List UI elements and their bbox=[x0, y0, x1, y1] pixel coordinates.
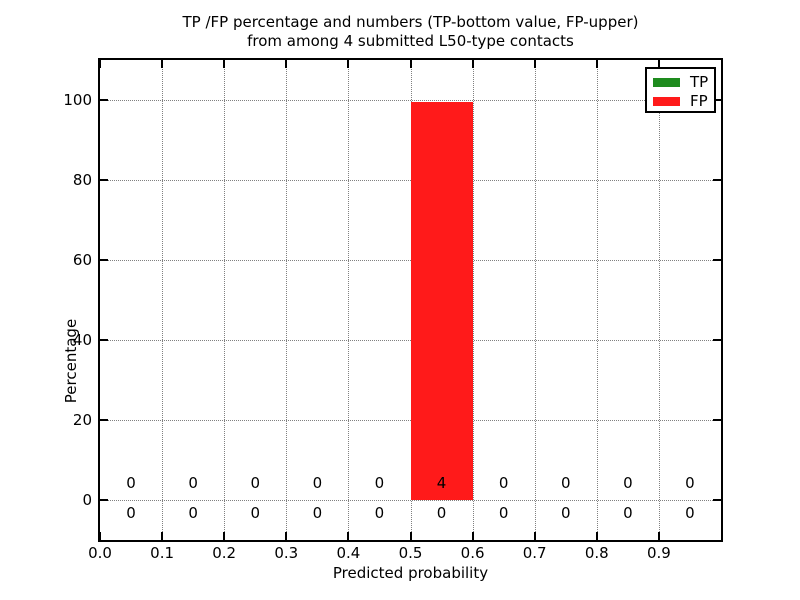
tp-count-label: 0 bbox=[436, 504, 447, 522]
v-gridline bbox=[534, 60, 536, 540]
legend: TP FP bbox=[645, 67, 716, 113]
fp-count-label: 0 bbox=[250, 474, 261, 492]
x-tick-mark bbox=[533, 60, 536, 68]
y-tick-mark bbox=[100, 419, 108, 421]
v-gridline bbox=[286, 60, 288, 540]
x-tick-label: 0.6 bbox=[460, 544, 485, 562]
tp-count-label: 0 bbox=[250, 504, 261, 522]
x-tick-mark bbox=[285, 60, 288, 68]
y-tick-mark bbox=[713, 179, 721, 181]
x-tick-label: 0.8 bbox=[584, 544, 609, 562]
y-tick-mark bbox=[713, 419, 721, 421]
tp-count-label: 0 bbox=[685, 504, 695, 522]
fp-count-label: 0 bbox=[374, 474, 385, 492]
fp-count-label: 0 bbox=[126, 474, 136, 492]
y-tick-label: 80 bbox=[72, 171, 92, 189]
tp-count-label: 0 bbox=[188, 504, 198, 522]
x-axis-label: Predicted probability bbox=[332, 564, 489, 582]
y-tick-mark bbox=[713, 499, 721, 501]
x-tick-label: 0.2 bbox=[212, 544, 237, 562]
fp-count-label: 0 bbox=[685, 474, 695, 492]
x-tick-mark bbox=[409, 532, 412, 540]
fp-count-label: 0 bbox=[623, 474, 633, 492]
x-tick-mark bbox=[99, 532, 101, 540]
fp-count-label: 0 bbox=[498, 474, 509, 492]
x-tick-label: 0.1 bbox=[150, 544, 175, 562]
y-axis-label: Percentage bbox=[62, 318, 80, 404]
x-tick-label: 0.7 bbox=[522, 544, 547, 562]
fp-count-label: 0 bbox=[312, 474, 323, 492]
y-tick-mark bbox=[100, 339, 108, 341]
x-tick-mark bbox=[223, 532, 226, 540]
y-tick-mark bbox=[713, 339, 721, 341]
tp-count-label: 0 bbox=[374, 504, 385, 522]
legend-label-fp: FP bbox=[690, 92, 708, 110]
fp-bar bbox=[410, 102, 473, 500]
y-tick-label: 0 bbox=[82, 491, 92, 509]
fp-count-label: 0 bbox=[560, 474, 571, 492]
fp-count-label: 0 bbox=[188, 474, 198, 492]
v-gridline bbox=[596, 60, 598, 540]
x-tick-label: 0.5 bbox=[398, 544, 423, 562]
y-tick-mark bbox=[100, 259, 108, 261]
x-tick-mark bbox=[409, 60, 412, 68]
tp-count-label: 0 bbox=[623, 504, 633, 522]
x-tick-mark bbox=[471, 532, 474, 540]
tp-count-label: 0 bbox=[498, 504, 509, 522]
x-tick-mark bbox=[347, 532, 350, 540]
chart-title-line-2: from among 4 submitted L50-type contacts bbox=[247, 31, 574, 50]
tp-count-label: 0 bbox=[560, 504, 571, 522]
x-tick-mark bbox=[533, 532, 536, 540]
fp-count-label: 4 bbox=[436, 474, 447, 492]
x-tick-mark bbox=[99, 60, 101, 68]
fp-swatch-icon bbox=[653, 97, 680, 106]
x-tick-mark bbox=[347, 60, 350, 68]
y-tick-mark bbox=[713, 99, 721, 101]
tp-swatch-icon bbox=[653, 78, 680, 87]
y-tick-label: 100 bbox=[63, 91, 92, 109]
x-tick-mark bbox=[595, 532, 598, 540]
x-tick-mark bbox=[657, 60, 660, 68]
v-gridline bbox=[162, 60, 164, 540]
legend-entry-fp: FP bbox=[647, 92, 714, 111]
x-tick-label: 0.3 bbox=[274, 544, 299, 562]
v-gridline bbox=[348, 60, 350, 540]
v-gridline bbox=[224, 60, 226, 540]
tp-count-label: 0 bbox=[312, 504, 323, 522]
x-tick-mark bbox=[161, 60, 164, 68]
chart-title: TP /FP percentage and numbers (TP-bottom… bbox=[100, 13, 721, 50]
y-tick-mark bbox=[100, 179, 108, 181]
x-tick-mark bbox=[657, 532, 660, 540]
v-gridline bbox=[472, 60, 474, 540]
x-tick-mark bbox=[223, 60, 226, 68]
x-tick-label: 0.0 bbox=[88, 544, 112, 562]
y-tick-label: 20 bbox=[72, 411, 92, 429]
legend-label-tp: TP bbox=[690, 73, 709, 91]
y-tick-mark bbox=[100, 99, 108, 101]
x-tick-mark bbox=[471, 60, 474, 68]
x-tick-mark bbox=[285, 532, 288, 540]
tp-count-label: 0 bbox=[126, 504, 136, 522]
v-gridline bbox=[658, 60, 660, 540]
y-tick-label: 40 bbox=[72, 331, 92, 349]
y-tick-label: 60 bbox=[72, 251, 92, 269]
x-tick-label: 0.4 bbox=[336, 544, 361, 562]
x-tick-mark bbox=[161, 532, 164, 540]
y-tick-mark bbox=[713, 259, 721, 261]
x-tick-label: 0.9 bbox=[646, 544, 671, 562]
x-tick-mark bbox=[595, 60, 598, 68]
legend-entry-tp: TP bbox=[647, 73, 714, 92]
y-tick-mark bbox=[100, 499, 108, 501]
chart-title-line-1: TP /FP percentage and numbers (TP-bottom… bbox=[182, 13, 639, 31]
